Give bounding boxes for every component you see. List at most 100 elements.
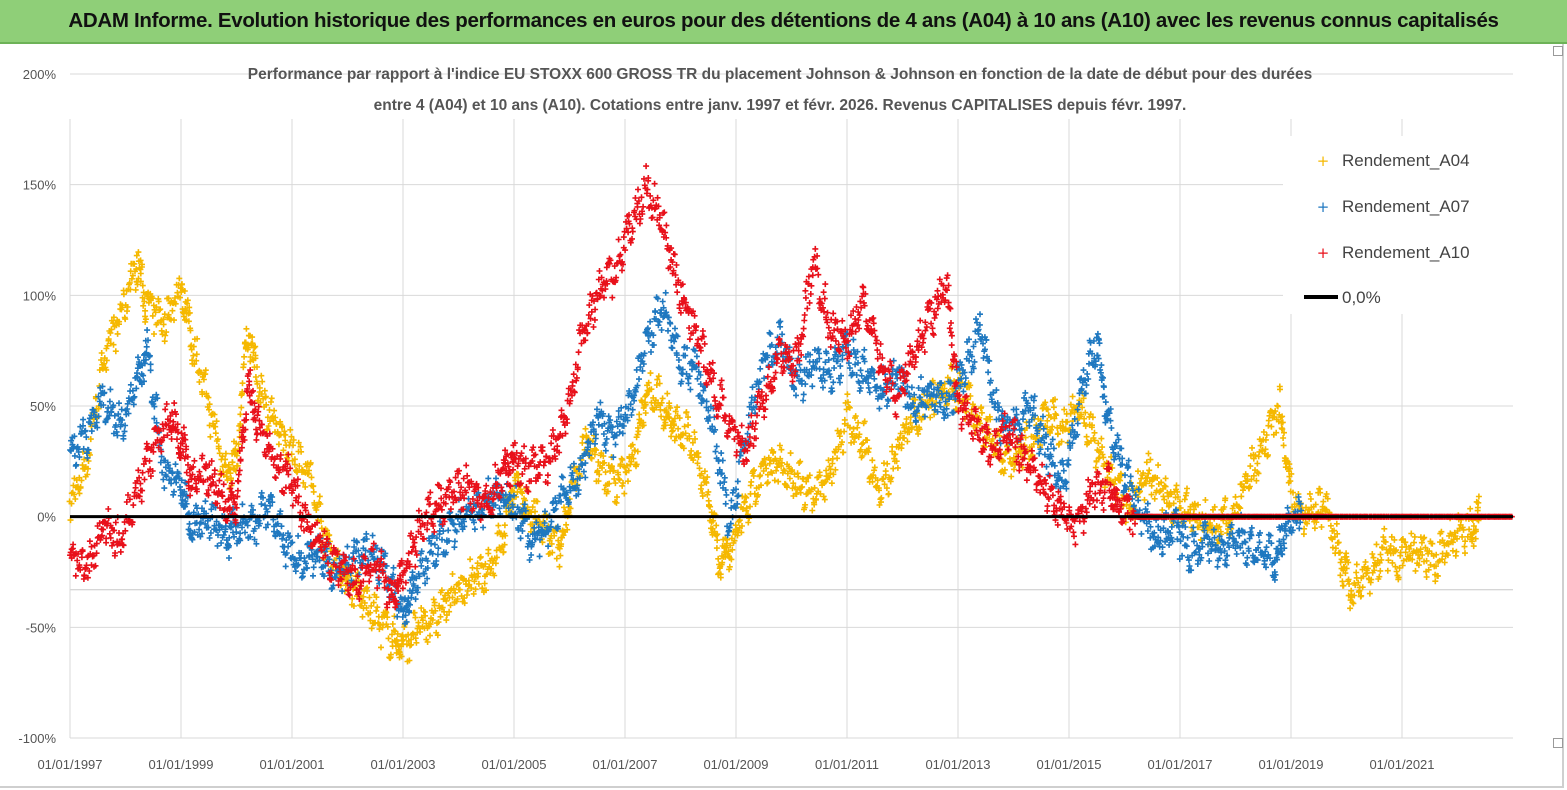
data-point bbox=[1096, 340, 1103, 347]
data-point bbox=[616, 476, 623, 483]
data-point bbox=[1238, 493, 1245, 500]
data-point bbox=[160, 316, 167, 323]
data-point bbox=[451, 538, 458, 545]
data-point bbox=[841, 428, 848, 435]
data-point bbox=[185, 318, 192, 325]
data-point bbox=[434, 632, 441, 639]
data-point bbox=[1098, 435, 1105, 442]
data-point bbox=[690, 457, 697, 464]
data-point bbox=[446, 608, 453, 615]
data-point bbox=[594, 467, 601, 474]
data-point bbox=[658, 327, 665, 333]
data-point bbox=[147, 361, 154, 368]
data-point bbox=[699, 493, 706, 500]
data-point bbox=[743, 494, 750, 501]
data-point bbox=[206, 535, 213, 541]
data-point bbox=[800, 391, 807, 398]
data-point bbox=[171, 488, 177, 495]
data-point bbox=[211, 467, 218, 474]
data-point bbox=[186, 520, 193, 527]
data-point bbox=[645, 379, 652, 386]
data-point bbox=[778, 459, 785, 466]
data-point bbox=[826, 474, 833, 481]
data-point bbox=[977, 311, 983, 318]
data-point bbox=[1083, 433, 1090, 440]
data-point bbox=[364, 588, 371, 594]
data-point bbox=[918, 374, 924, 381]
data-point bbox=[653, 404, 660, 411]
data-point bbox=[656, 380, 663, 387]
data-point bbox=[477, 553, 484, 560]
data-point bbox=[766, 329, 773, 336]
data-point bbox=[715, 555, 722, 562]
data-point bbox=[1421, 534, 1428, 541]
data-point bbox=[384, 614, 391, 621]
data-point bbox=[809, 383, 816, 390]
data-point bbox=[845, 403, 852, 410]
data-point bbox=[190, 352, 197, 359]
data-point bbox=[751, 467, 757, 474]
data-point bbox=[235, 471, 242, 478]
data-point bbox=[103, 366, 110, 373]
data-point bbox=[912, 396, 919, 403]
data-point bbox=[799, 483, 806, 490]
data-point bbox=[470, 590, 477, 597]
data-point bbox=[582, 425, 589, 432]
data-point bbox=[674, 404, 681, 411]
data-point bbox=[174, 436, 180, 443]
data-point bbox=[714, 537, 721, 544]
data-point bbox=[551, 532, 558, 539]
data-point bbox=[431, 541, 438, 548]
data-point bbox=[685, 380, 692, 387]
data-point bbox=[105, 336, 112, 343]
data-point bbox=[196, 520, 203, 527]
data-point bbox=[530, 525, 537, 532]
data-point bbox=[80, 416, 87, 423]
data-point bbox=[882, 468, 889, 475]
data-point bbox=[394, 630, 401, 637]
data-point bbox=[705, 488, 712, 495]
data-point bbox=[557, 552, 564, 559]
data-point bbox=[840, 449, 847, 456]
data-point bbox=[696, 465, 703, 472]
data-point bbox=[885, 490, 892, 497]
data-point bbox=[417, 629, 424, 635]
data-point bbox=[235, 441, 242, 448]
data-point bbox=[636, 376, 642, 383]
data-point bbox=[493, 475, 499, 482]
data-point bbox=[291, 456, 298, 463]
data-point bbox=[769, 470, 776, 477]
y-tick-label: 150% bbox=[23, 178, 57, 193]
data-point bbox=[1085, 376, 1092, 382]
data-point bbox=[398, 653, 405, 660]
data-point bbox=[658, 399, 665, 406]
data-point bbox=[1114, 432, 1121, 439]
data-point bbox=[703, 479, 710, 486]
data-point bbox=[206, 401, 213, 408]
data-point bbox=[1244, 554, 1251, 561]
data-point bbox=[361, 599, 368, 606]
data-point bbox=[262, 393, 269, 400]
data-point bbox=[474, 565, 480, 572]
data-point bbox=[845, 399, 851, 406]
data-point bbox=[461, 600, 468, 607]
data-point bbox=[114, 330, 121, 337]
data-point bbox=[249, 340, 256, 347]
data-point bbox=[200, 376, 207, 383]
data-point bbox=[1162, 475, 1169, 482]
data-point bbox=[629, 441, 636, 448]
data-point bbox=[700, 475, 707, 482]
data-point bbox=[764, 480, 771, 487]
data-point bbox=[726, 563, 733, 570]
data-point bbox=[87, 436, 94, 443]
data-point bbox=[251, 344, 258, 351]
data-point bbox=[648, 386, 655, 393]
data-point bbox=[662, 422, 669, 429]
data-point bbox=[688, 447, 695, 454]
data-point bbox=[413, 639, 420, 646]
data-point bbox=[280, 447, 287, 454]
x-tick-label: 01/01/2007 bbox=[592, 757, 657, 772]
data-point bbox=[206, 422, 213, 429]
data-point bbox=[243, 325, 250, 332]
data-point bbox=[1022, 389, 1029, 396]
